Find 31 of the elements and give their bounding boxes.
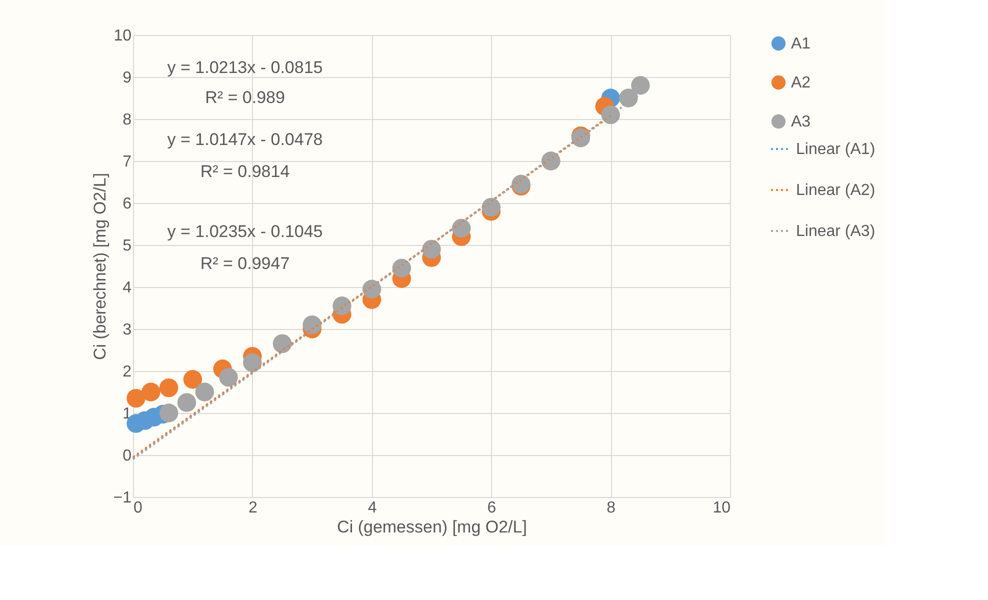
y-tick-label: 6	[122, 196, 132, 212]
y-tick-label: 2	[122, 364, 132, 380]
legend-label: A1	[791, 36, 811, 52]
legend-label: A2	[791, 74, 811, 92]
annotation: y = 1.0147x - 0.0478	[167, 130, 323, 149]
x-tick-label: 10	[712, 500, 731, 516]
legend-label: A3	[791, 114, 811, 130]
annotation: R² = 0.989	[205, 88, 285, 107]
x-tick-label: 2	[248, 500, 258, 516]
y-tick-label: 4	[122, 280, 132, 296]
annotation: y = 1.0213x - 0.0815	[167, 58, 323, 77]
y-tick-label: 9	[122, 70, 132, 86]
x-tick-label: 8	[606, 500, 616, 516]
y-tick-label: 10	[114, 28, 132, 44]
annotation: R² = 0.9947	[200, 254, 290, 273]
y-tick-label: 3	[122, 322, 132, 338]
y-tick-label: −1	[113, 490, 132, 506]
y-tick-label: 8	[122, 112, 132, 128]
y-tick-label: 7	[122, 154, 132, 170]
annotation: R² = 0.9814	[200, 162, 290, 181]
x-tick-label: 6	[487, 500, 496, 516]
y-axis-title: Ci (berechnet) [mg O2/L]	[90, 172, 110, 360]
legend-label: Linear (A3)	[796, 223, 876, 240]
x-tick-label: 4	[368, 500, 377, 516]
legend-label: Linear (A2)	[796, 182, 876, 199]
y-tick-label: 5	[122, 238, 132, 254]
x-axis-title: Ci (gemessen) [mg O2/L]	[337, 518, 527, 536]
legend-label: Linear (A1)	[796, 141, 876, 158]
annotation: y = 1.0235x - 0.1045	[167, 222, 323, 241]
y-tick-label: 0	[122, 448, 132, 464]
x-tick-label: 0	[134, 500, 142, 516]
